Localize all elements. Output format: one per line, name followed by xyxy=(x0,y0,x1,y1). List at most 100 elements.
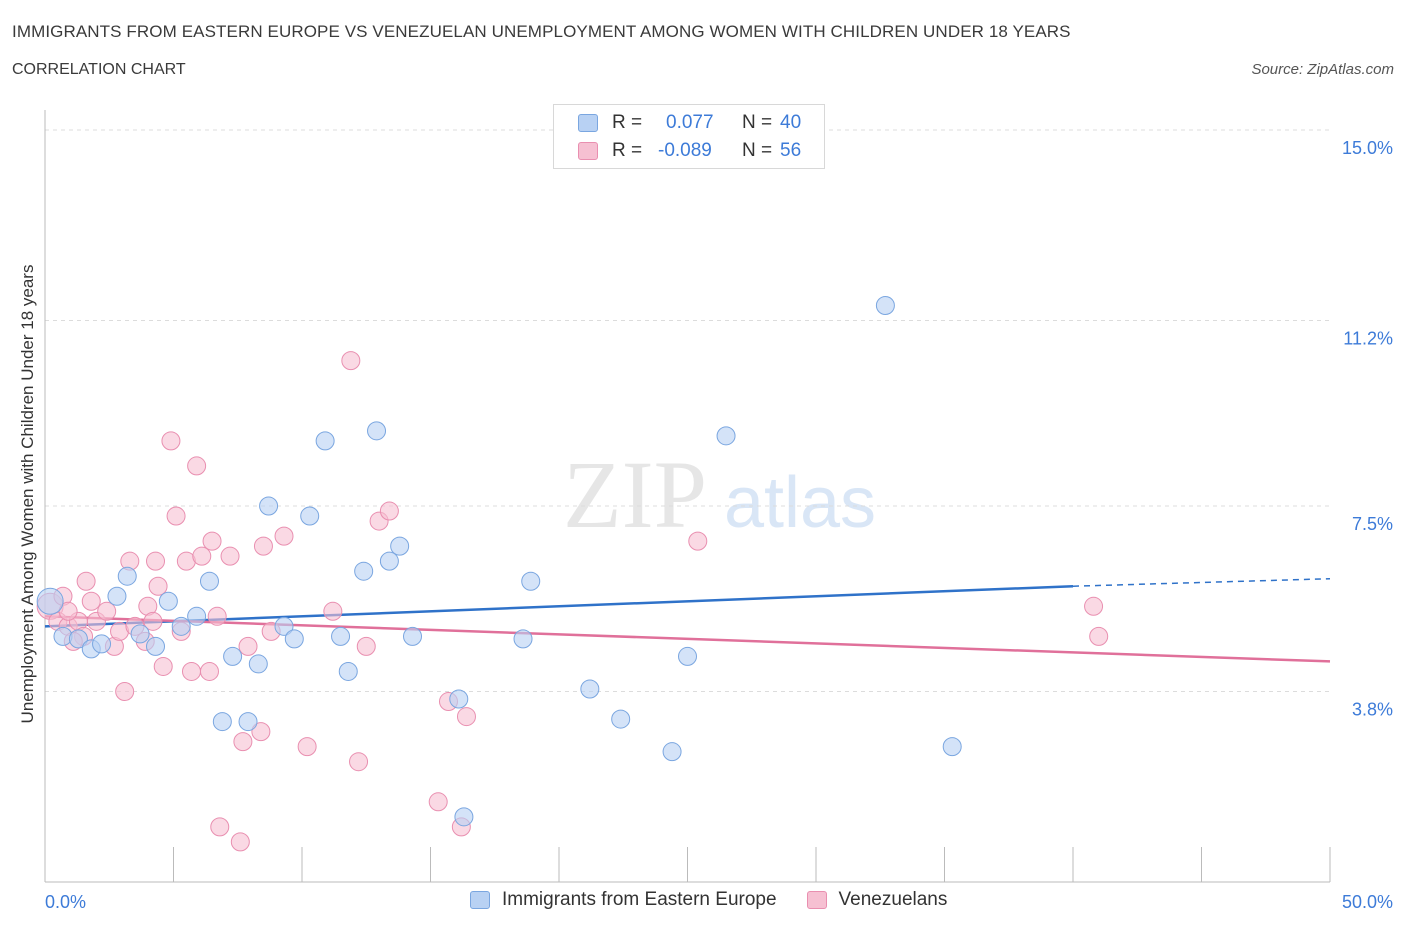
n-label: N = xyxy=(742,112,773,133)
venezuelan-point xyxy=(349,752,369,772)
venezuelan-point xyxy=(356,636,376,656)
venezuelan-point xyxy=(251,722,271,742)
venezuelan-point xyxy=(76,571,96,591)
blue-swatch xyxy=(578,114,598,132)
eastern-europe-point xyxy=(223,646,243,666)
watermark-atlas: atlas xyxy=(724,463,876,543)
chart-subtitle: CORRELATION CHART xyxy=(12,61,186,78)
eastern-europe-point xyxy=(390,536,410,556)
venezuelan-point xyxy=(233,732,253,752)
eastern-europe-point xyxy=(199,571,219,591)
y-axis-label: Unemployment Among Women with Children U… xyxy=(18,264,37,724)
eastern-europe-point xyxy=(300,506,320,526)
eastern-europe-point xyxy=(367,421,387,441)
n-label: N = xyxy=(742,140,773,161)
eastern-europe-point xyxy=(238,712,258,732)
r-label: R = xyxy=(612,140,643,161)
venezuelan-point xyxy=(148,576,168,596)
venezuelan-point xyxy=(153,656,173,676)
eastern-europe-point xyxy=(942,737,962,757)
eastern-europe-point xyxy=(449,689,469,709)
legend-label: Immigrants from Eastern Europe xyxy=(502,889,777,910)
eastern-europe-point xyxy=(611,709,631,729)
eastern-europe-point xyxy=(338,661,358,681)
venezuelan-point xyxy=(161,431,181,451)
stats-legend: R = 0.077 N = 40 R = -0.089 N = 56 xyxy=(553,104,825,169)
eastern-europe-point xyxy=(158,591,178,611)
venezuelan-point xyxy=(274,526,294,546)
eastern-europe-point xyxy=(521,571,541,591)
legend-label: Venezuelans xyxy=(838,889,948,910)
data-points xyxy=(36,296,1109,852)
venezuelan-point xyxy=(688,531,708,551)
venezuelan-point xyxy=(199,661,219,681)
grid-lines xyxy=(45,129,1330,693)
n-value: 40 xyxy=(780,112,802,133)
eastern-europe-point xyxy=(379,551,399,571)
venezuelan-point xyxy=(207,606,227,626)
eastern-europe-point xyxy=(36,587,64,615)
eastern-europe-point xyxy=(454,807,474,827)
eastern-europe-point xyxy=(678,646,697,666)
eastern-europe-point xyxy=(92,634,112,654)
blue-swatch xyxy=(470,891,490,909)
eastern-europe-point xyxy=(284,629,304,649)
pink-swatch xyxy=(578,142,598,160)
eastern-europe-point xyxy=(875,296,895,316)
r-value: -0.089 xyxy=(658,140,712,161)
x-tick-label: 50.0% xyxy=(1342,892,1393,912)
chart-title: IMMIGRANTS FROM EASTERN EUROPE VS VENEZU… xyxy=(12,22,1071,41)
venezuelan-point xyxy=(192,546,212,566)
eastern-europe-point xyxy=(716,426,736,446)
eastern-europe-point xyxy=(117,566,137,586)
venezuelan-point xyxy=(181,661,201,681)
eastern-europe-point xyxy=(331,626,351,646)
r-value: 0.077 xyxy=(666,112,714,133)
r-label: R = xyxy=(612,112,643,133)
venezuelan-point xyxy=(187,456,207,476)
y-tick-label: 15.0% xyxy=(1342,138,1393,158)
venezuelan-point xyxy=(297,737,317,757)
venezuelan-point xyxy=(115,682,135,702)
venezuelan-point xyxy=(323,601,343,621)
eastern-europe-point xyxy=(130,624,150,644)
eastern-europe-point xyxy=(274,616,294,636)
venezuelan-point xyxy=(1084,596,1104,616)
eastern-europe-point xyxy=(171,616,191,636)
eastern-europe-point xyxy=(107,586,127,606)
venezuelan-point xyxy=(253,536,273,556)
venezuelan-point xyxy=(202,531,222,551)
source-credit: Source: ZipAtlas.com xyxy=(1251,61,1394,78)
series-legend: Immigrants from Eastern Europe Venezuela… xyxy=(470,889,977,911)
y-tick-label: 3.8% xyxy=(1352,700,1393,720)
venezuelan-point xyxy=(1089,626,1109,646)
venezuelan-point xyxy=(97,601,117,621)
venezuelan-point xyxy=(238,636,258,656)
eastern-europe-point xyxy=(146,636,166,656)
eastern-europe-point xyxy=(248,654,268,674)
venezuelan-point xyxy=(166,506,186,526)
venezuelan-point xyxy=(146,551,166,571)
n-value: 56 xyxy=(780,140,802,161)
venezuelan-point xyxy=(456,707,476,727)
eastern-europe-point xyxy=(580,679,600,699)
venezuelan-point xyxy=(81,591,101,611)
pink-swatch xyxy=(806,891,827,909)
venezuelan-point xyxy=(341,351,361,371)
x-tick-label: 0.0% xyxy=(45,892,86,912)
axes xyxy=(44,110,1331,883)
y-tick-label: 7.5% xyxy=(1352,514,1393,534)
venezuelan-point xyxy=(220,546,240,566)
watermark-zip: ZIP xyxy=(563,441,707,548)
eastern-europe-point xyxy=(513,629,533,649)
venezuelan-point xyxy=(143,611,163,631)
venezuelan-point xyxy=(379,501,399,521)
eastern-europe-point xyxy=(662,742,682,762)
eastern-europe-point xyxy=(68,629,88,649)
eastern-europe-trend-extension xyxy=(1072,577,1331,587)
eastern-europe-point xyxy=(212,712,232,732)
eastern-europe-point xyxy=(403,626,423,646)
y-tick-label: 11.2% xyxy=(1343,329,1393,349)
eastern-europe-point xyxy=(354,561,374,581)
